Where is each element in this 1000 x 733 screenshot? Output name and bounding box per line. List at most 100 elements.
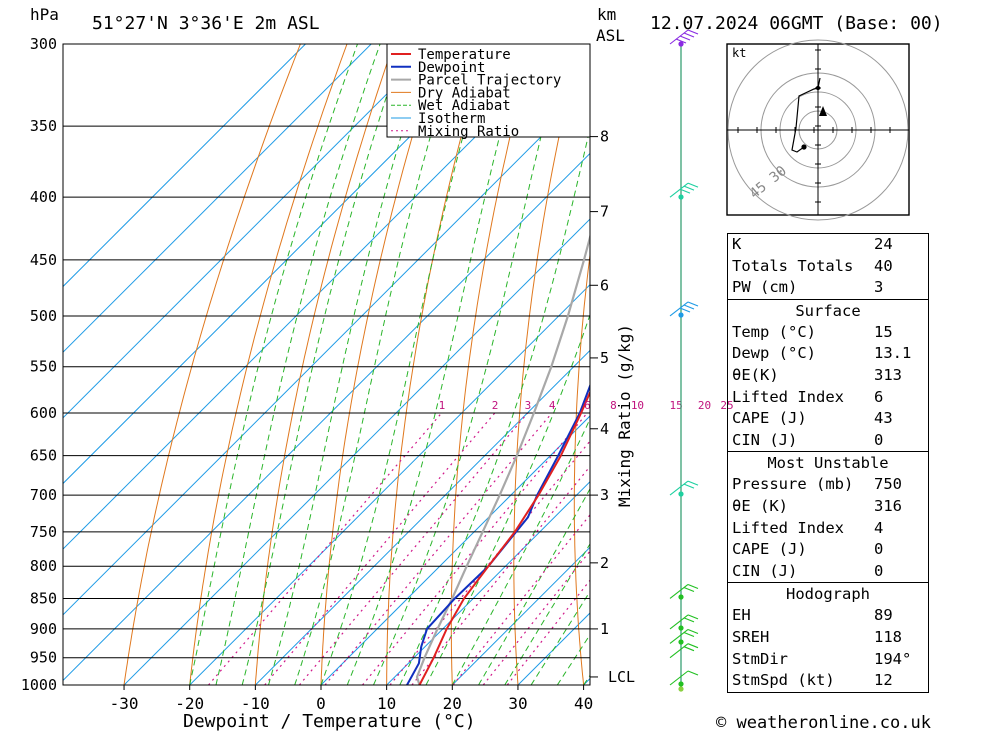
surface-key: Temp (°C) <box>732 322 816 341</box>
mixing-ratio-line <box>411 465 590 685</box>
unstable-value: 4 <box>874 518 884 537</box>
isotherm-line <box>188 283 590 685</box>
mixing-ratio-label: 4 <box>549 399 556 412</box>
indices-hodograph: Hodograph EH 89 SREH 118 StmDir 194° StmSpd (k… <box>728 583 928 691</box>
height-unit-top: km <box>597 5 616 24</box>
hodograph-unit: kt <box>732 46 746 60</box>
temperature-axis: -30 -20 -10 0 10 20 30 40 <box>110 685 593 713</box>
most-unstable-title: Most Unstable <box>767 454 889 473</box>
surface-row: Lifted Index 6 <box>728 387 928 409</box>
dry-adiabat-line <box>386 44 488 685</box>
wind-barb <box>669 29 699 45</box>
isotherm-line <box>63 44 372 353</box>
surface-row: CAPE (J) 43 <box>728 408 928 430</box>
temperature-tick-label: 20 <box>443 694 462 713</box>
mixing-ratio-label: 2 <box>492 399 499 412</box>
height-tick-label: 1 <box>600 620 609 638</box>
unstable-value: 750 <box>874 475 902 494</box>
hodograph-row: StmSpd (kt) 12 <box>728 670 928 692</box>
dry-adiabat-line <box>690 26 723 685</box>
pressure-tick-label: 800 <box>30 557 57 575</box>
dry-adiabat-line <box>320 44 441 685</box>
hodograph-value: 194° <box>874 649 912 668</box>
legend-item: Wet Adiabat <box>418 98 511 114</box>
hodograph-value: 118 <box>874 627 902 646</box>
unstable-key: Lifted Index <box>732 518 844 537</box>
hodograph-key: StmSpd (kt) <box>732 671 835 690</box>
legend-item: Isotherm <box>418 111 485 127</box>
temperature-tick-label: 0 <box>316 694 326 713</box>
dry-adiabat-line <box>189 44 348 685</box>
wet-adiabat-line <box>320 44 490 685</box>
height-tick-label: 8 <box>600 128 609 146</box>
height-unit-bottom: ASL <box>596 26 625 45</box>
indices-table: K 24 Totals Totals 40 PW (cm) 3 Surface Temp … <box>727 233 929 693</box>
mixing-ratio-label: 10 <box>631 399 644 412</box>
wet-adiabat-line <box>268 44 431 685</box>
surface-row: Temp (°C) 15 <box>728 322 928 344</box>
unstable-row: CIN (J) 0 <box>728 561 928 583</box>
surface-value: 15 <box>874 322 893 341</box>
temperature-line <box>418 389 590 685</box>
temperature-tick-label: -30 <box>110 694 139 713</box>
wind-barb <box>669 182 699 198</box>
pressure-tick-label: 400 <box>30 188 57 206</box>
unstable-key: Pressure (mb) <box>732 475 854 494</box>
surface-key: θE(K) <box>732 365 779 384</box>
x-axis-title: Dewpoint / Temperature (°C) <box>183 711 476 732</box>
unstable-row: θE (K) 316 <box>728 496 928 518</box>
surface-key: CAPE (J) <box>732 409 807 428</box>
height-axis: 1 2 3 4 5 6 7 8 LCL <box>590 128 635 686</box>
surface-value: 6 <box>874 387 884 406</box>
hodograph-row: StmDir 194° <box>728 649 928 671</box>
wet-adiabat-line <box>399 126 590 685</box>
surface-row: Dewp (°C) 13.1 <box>728 343 928 365</box>
pressure-tick-label: 1000 <box>21 676 57 694</box>
pressure-tick-label: 900 <box>30 620 57 638</box>
general-key: Totals Totals <box>732 256 854 275</box>
unstable-value: 0 <box>874 540 884 559</box>
general-value: 24 <box>874 235 893 253</box>
pressure-tick-label: 700 <box>30 486 57 504</box>
isotherm-line <box>451 546 590 685</box>
wet-adiabat-line <box>346 44 525 685</box>
dry-adiabat-line <box>513 44 581 685</box>
surface-row: θE(K) 313 <box>728 365 928 387</box>
pressure-axis: 300 350 400 450 500 550 600 650 700 750 800 850 900 9… <box>21 35 57 694</box>
datetime-label: 12.07.2024 06GMT (Base: 00) <box>650 13 943 34</box>
dry-adiabat-line <box>254 44 395 685</box>
mixing-ratio-label: 15 <box>670 399 683 412</box>
dry-adiabat-line <box>123 44 301 685</box>
wet-adiabat-line <box>451 417 590 685</box>
indices-surface: Surface Temp (°C) 15 Dewp (°C) 13.1 θE(K) 313… <box>728 300 928 453</box>
height-tick-label: 5 <box>600 349 609 367</box>
surface-value: 13.1 <box>874 344 912 363</box>
legend-item: Temperature <box>418 47 511 63</box>
indices-most-unstable: Most Unstable Pressure (mb) 750 θE (K) 316 L… <box>728 452 928 584</box>
indices-general: K 24 Totals Totals 40 PW (cm) 3 <box>728 234 928 300</box>
plot-frame <box>62 43 591 686</box>
mixing-ratio-axis-title: Mixing Ratio (g/kg) <box>615 324 634 507</box>
isotherm-line <box>63 152 590 682</box>
parcel-trajectory-line <box>415 233 590 685</box>
mixing-ratio-label: 3 <box>525 399 532 412</box>
mixing-ratio-lines <box>208 412 590 685</box>
height-tick-label: 7 <box>600 203 609 221</box>
general-row: Totals Totals 40 <box>728 256 928 278</box>
wind-barb <box>669 670 699 686</box>
hodograph-row: EH 89 <box>728 605 928 627</box>
pressure-tick-label: 500 <box>30 307 57 325</box>
general-value: 40 <box>874 256 893 275</box>
surface-key: CIN (J) <box>732 430 798 449</box>
isotherm-line <box>254 349 590 685</box>
height-tick-label: 2 <box>600 554 609 572</box>
legend-item: Dry Adiabat <box>418 85 511 101</box>
mixing-ratio-label: 1 <box>439 399 446 412</box>
dry-adiabat-line <box>450 44 534 685</box>
pressure-tick-label: 750 <box>30 523 57 541</box>
wind-barb <box>669 301 699 317</box>
wind-barb <box>669 583 699 599</box>
unstable-key: CAPE (J) <box>732 540 807 559</box>
